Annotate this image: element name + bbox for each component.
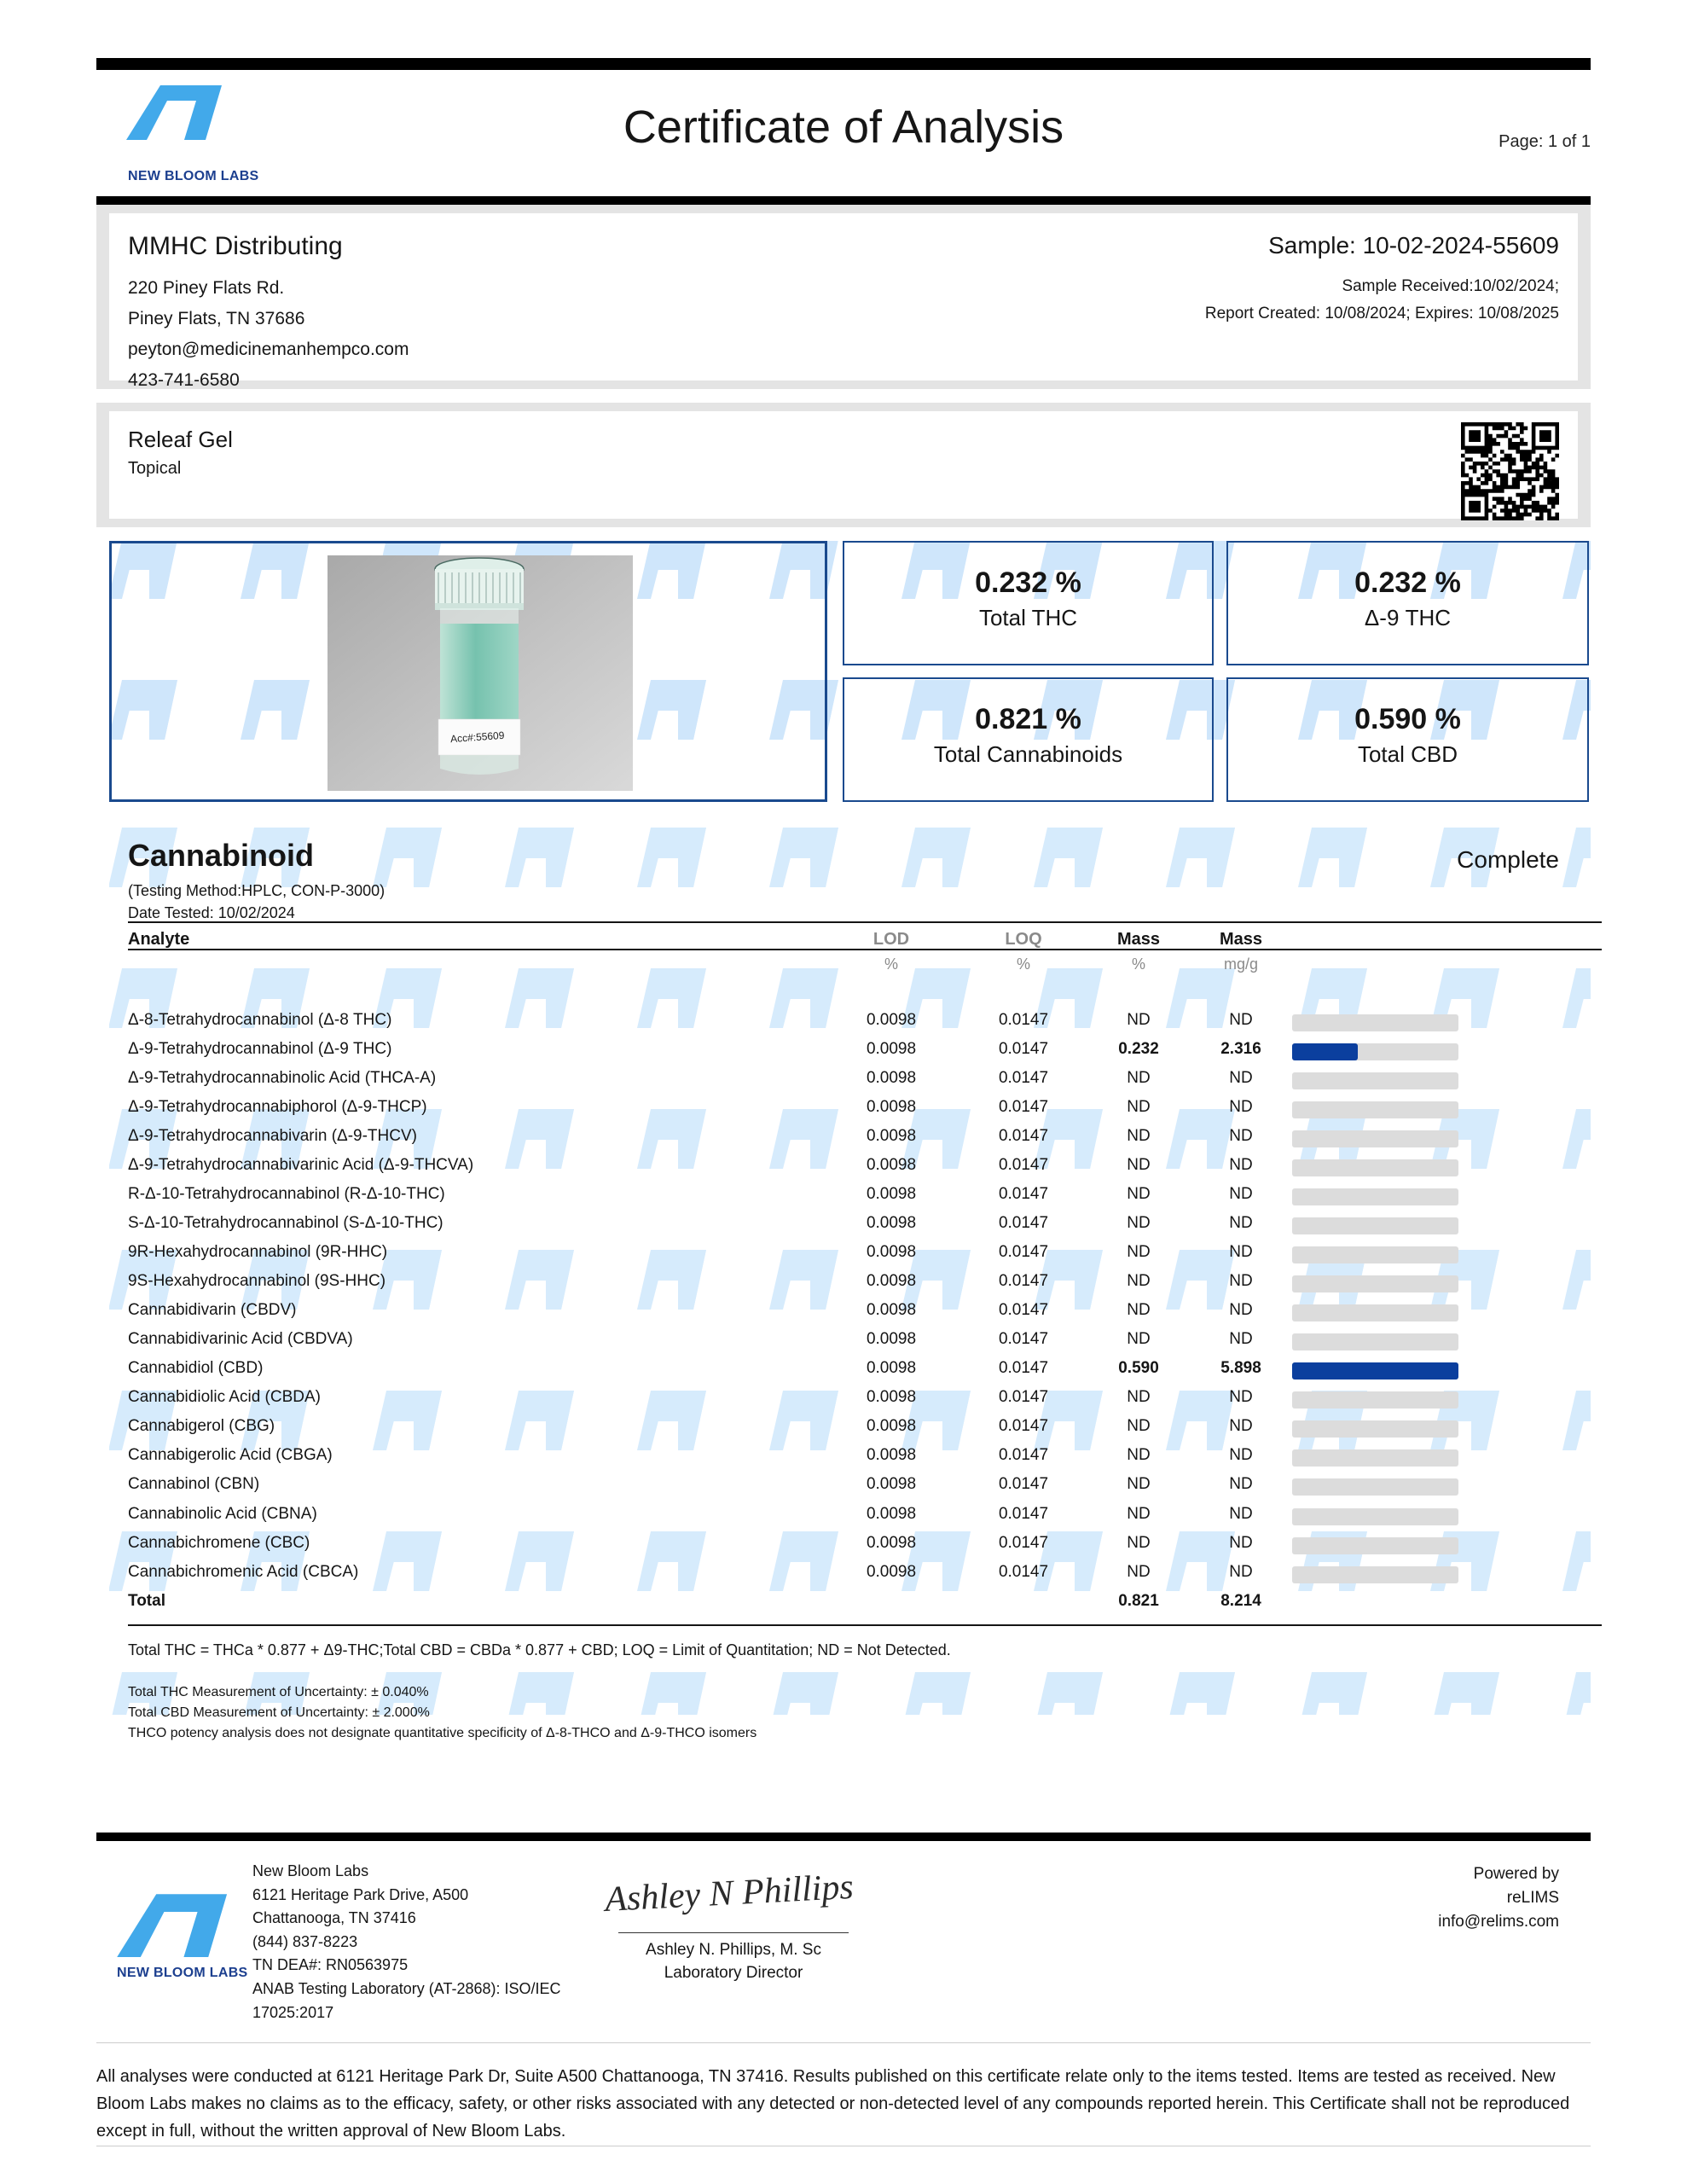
svg-text:Ashley N Phillips: Ashley N Phillips (601, 1867, 855, 1920)
